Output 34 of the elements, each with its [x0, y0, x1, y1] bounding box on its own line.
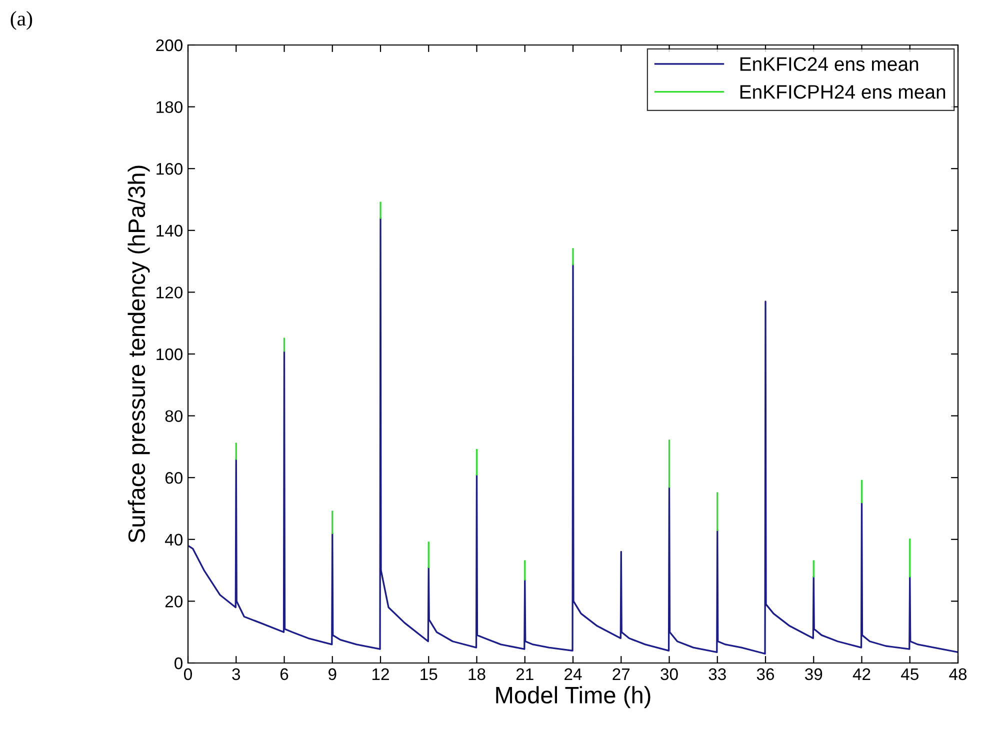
legend-label: EnKFICPH24 ens mean: [740, 85, 946, 99]
y-tick-label: 0: [174, 657, 182, 670]
y-tick-label: 180: [156, 101, 182, 114]
x-tick-label: 36: [756, 668, 774, 680]
x-tick-label: 30: [660, 668, 678, 680]
y-tick-label: 100: [156, 348, 182, 360]
y-tick-label: 40: [164, 534, 182, 546]
y-tick-label: 160: [156, 163, 182, 175]
y-axis-title: Surface pressure tendency (hPa/3h): [128, 166, 150, 543]
x-tick-label: 39: [804, 668, 822, 680]
x-tick-label: 24: [564, 668, 582, 680]
x-tick-label: 0: [184, 668, 192, 680]
y-tick-label: 60: [165, 472, 182, 484]
line-series: [188, 217, 958, 655]
y-tick-label: 200: [156, 39, 182, 52]
x-tick-label: 21: [516, 668, 534, 680]
x-axis-title: Model Time (h): [496, 686, 650, 708]
x-tick-label: 6: [280, 668, 288, 680]
text: (a): [10, 11, 32, 30]
x-tick-label: 12: [372, 668, 389, 680]
x-tick-label: 18: [468, 668, 486, 680]
x-tick-label: 45: [900, 668, 918, 680]
x-tick-label: 27: [612, 668, 630, 680]
y-tick-label: 120: [156, 286, 182, 298]
x-tick-label: 42: [852, 668, 870, 680]
legend-label: EnKFIC24 ens mean: [740, 57, 918, 71]
x-tick-label: 9: [328, 668, 336, 680]
x-tick-label: 33: [708, 668, 726, 680]
x-tick-label: 48: [949, 668, 967, 680]
y-tick-label: 20: [165, 596, 182, 608]
x-tick-label: 3: [232, 668, 240, 680]
y-tick-label: 80: [165, 410, 182, 422]
x-tick-label: 15: [420, 668, 438, 680]
y-tick-label: 140: [156, 224, 182, 237]
